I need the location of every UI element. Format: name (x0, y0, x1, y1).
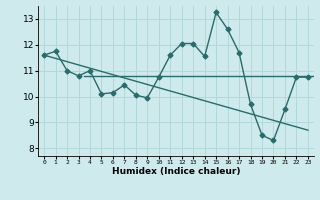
X-axis label: Humidex (Indice chaleur): Humidex (Indice chaleur) (112, 167, 240, 176)
